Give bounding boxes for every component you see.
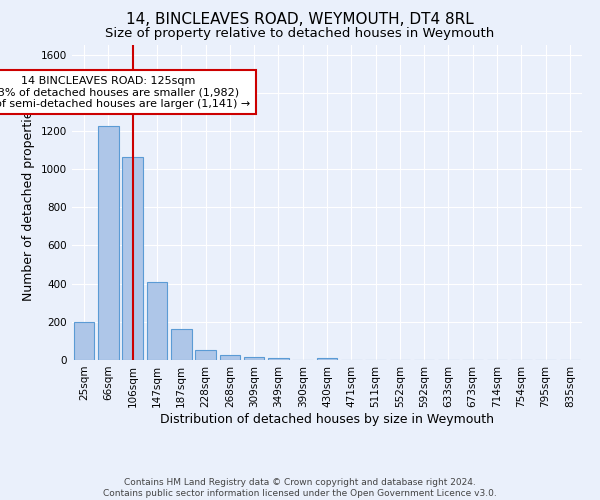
Text: 14, BINCLEAVES ROAD, WEYMOUTH, DT4 8RL: 14, BINCLEAVES ROAD, WEYMOUTH, DT4 8RL (126, 12, 474, 28)
Bar (122, 156, 143, 360)
Bar (244, 356, 265, 360)
Bar (268, 358, 289, 360)
Y-axis label: Number of detached properties: Number of detached properties (22, 104, 35, 301)
Bar (146, 282, 167, 360)
Text: 14 BINCLEAVES ROAD: 125sqm
← 63% of detached houses are smaller (1,982)
36% of s: 14 BINCLEAVES ROAD: 125sqm ← 63% of deta… (0, 76, 250, 108)
Bar (195, 350, 216, 360)
Bar (98, 126, 119, 360)
Bar (171, 329, 191, 360)
Bar (74, 322, 94, 360)
Bar (317, 358, 337, 360)
Text: Size of property relative to detached houses in Weymouth: Size of property relative to detached ho… (106, 28, 494, 40)
Bar (220, 355, 240, 360)
Text: Contains HM Land Registry data © Crown copyright and database right 2024.
Contai: Contains HM Land Registry data © Crown c… (103, 478, 497, 498)
X-axis label: Distribution of detached houses by size in Weymouth: Distribution of detached houses by size … (160, 412, 494, 426)
